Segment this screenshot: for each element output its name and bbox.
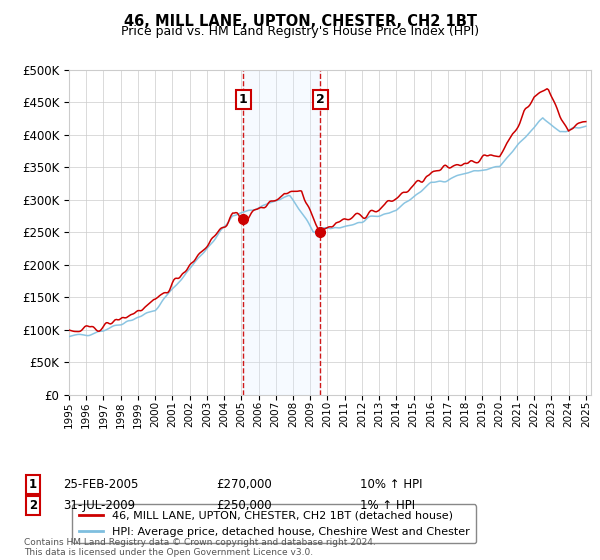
Text: 2: 2 — [29, 499, 37, 512]
Text: 1: 1 — [239, 93, 248, 106]
Text: Price paid vs. HM Land Registry's House Price Index (HPI): Price paid vs. HM Land Registry's House … — [121, 25, 479, 38]
Text: 25-FEB-2005: 25-FEB-2005 — [63, 478, 139, 491]
Text: 1: 1 — [29, 478, 37, 491]
Text: 10% ↑ HPI: 10% ↑ HPI — [360, 478, 422, 491]
Text: 1% ↑ HPI: 1% ↑ HPI — [360, 499, 415, 512]
Text: Contains HM Land Registry data © Crown copyright and database right 2024.
This d: Contains HM Land Registry data © Crown c… — [24, 538, 376, 557]
Legend: 46, MILL LANE, UPTON, CHESTER, CH2 1BT (detached house), HPI: Average price, det: 46, MILL LANE, UPTON, CHESTER, CH2 1BT (… — [72, 505, 476, 543]
Text: 31-JUL-2009: 31-JUL-2009 — [63, 499, 135, 512]
Text: £250,000: £250,000 — [216, 499, 272, 512]
Text: 2: 2 — [316, 93, 325, 106]
Bar — [244, 70, 320, 395]
Text: £270,000: £270,000 — [216, 478, 272, 491]
Text: 46, MILL LANE, UPTON, CHESTER, CH2 1BT: 46, MILL LANE, UPTON, CHESTER, CH2 1BT — [124, 14, 476, 29]
